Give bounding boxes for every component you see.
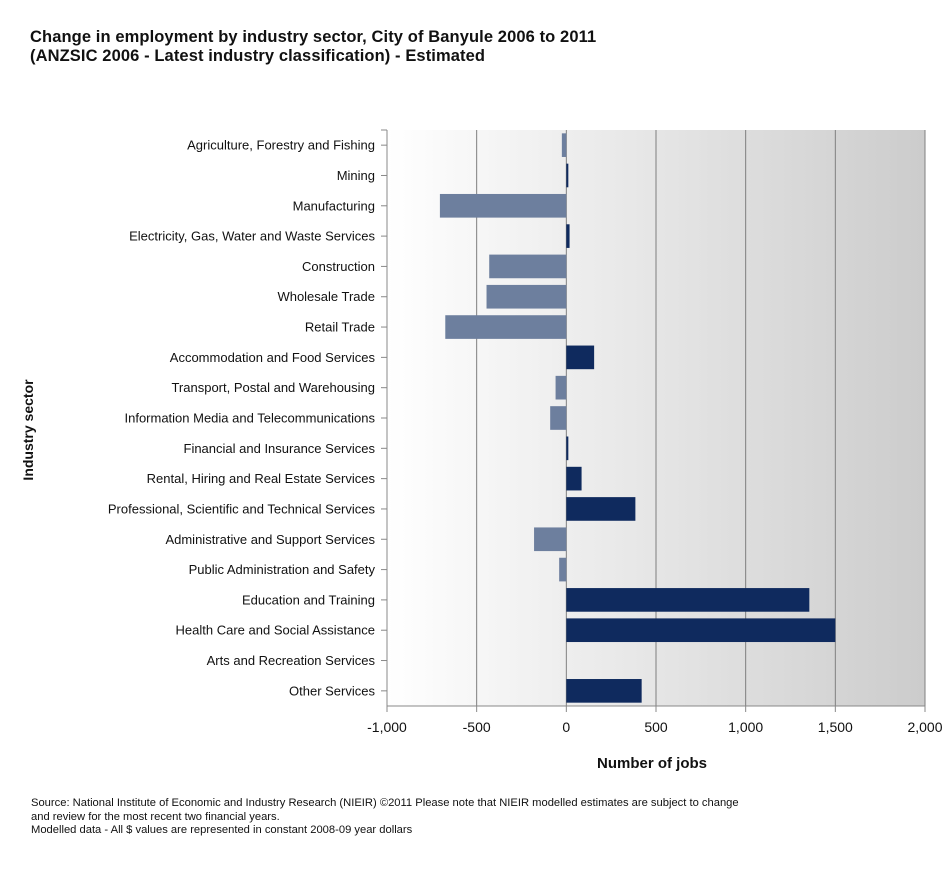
bar: [445, 315, 567, 339]
source-line-2: and review for the most recent two finan…: [31, 810, 280, 823]
bar: [566, 163, 569, 188]
bar: [559, 557, 567, 582]
category-label: Information Media and Telecommunications: [124, 411, 375, 426]
category-label: Arts and Recreation Services: [207, 653, 376, 668]
category-label: Professional, Scientific and Technical S…: [108, 501, 376, 516]
category-label: Administrative and Support Services: [165, 532, 375, 547]
y-axis-label: Industry sector: [20, 379, 36, 481]
bar: [489, 254, 567, 279]
bar: [566, 436, 569, 461]
x-tick-label: 1,000: [728, 719, 763, 735]
x-axis-label: Number of jobs: [597, 755, 708, 772]
x-tick-label: -500: [463, 719, 491, 735]
bar: [561, 133, 567, 157]
x-tick-label: 0: [562, 719, 570, 735]
category-label: Public Administration and Safety: [189, 562, 376, 577]
chart-title: Change in employment by industry sector,…: [30, 28, 596, 66]
bar: [534, 527, 567, 552]
category-label: Retail Trade: [305, 320, 375, 335]
x-tick-label: 500: [644, 719, 668, 735]
category-label: Mining: [337, 168, 375, 183]
category-label: Electricity, Gas, Water and Waste Servic…: [129, 229, 375, 244]
category-label: Financial and Insurance Services: [184, 441, 376, 456]
category-label: Manufacturing: [293, 198, 375, 213]
bar: [566, 466, 582, 491]
x-tick-label: 2,000: [907, 719, 942, 735]
source-note: Source: National Institute of Economic a…: [31, 797, 739, 838]
bar: [566, 588, 810, 612]
title-line-1: Change in employment by industry sector,…: [30, 28, 597, 46]
category-label: Transport, Postal and Warehousing: [171, 380, 375, 395]
bar: [566, 345, 595, 370]
title-line-2: (ANZSIC 2006 - Latest industry classific…: [30, 47, 486, 65]
bar: [566, 618, 836, 643]
bar: [550, 406, 567, 430]
category-label: Education and Training: [242, 592, 375, 607]
x-tick-label: 1,500: [818, 719, 853, 735]
category-label: Accommodation and Food Services: [170, 350, 376, 365]
bar: [555, 375, 567, 400]
bar: [566, 679, 642, 703]
x-tick-label: -1,000: [367, 719, 407, 735]
category-label: Construction: [302, 259, 375, 274]
bar: [439, 193, 567, 218]
source-line-3: Modelled data - All $ values are represe…: [31, 824, 413, 836]
bar: [566, 224, 570, 248]
bar: [566, 497, 636, 521]
category-label: Wholesale Trade: [277, 289, 375, 304]
category-label: Other Services: [289, 683, 375, 698]
category-label: Rental, Hiring and Real Estate Services: [147, 471, 376, 486]
category-label: Agriculture, Forestry and Fishing: [187, 138, 375, 153]
category-label: Health Care and Social Assistance: [176, 623, 375, 638]
source-line-1: Source: National Institute of Economic a…: [31, 797, 739, 809]
bar: [486, 284, 567, 309]
